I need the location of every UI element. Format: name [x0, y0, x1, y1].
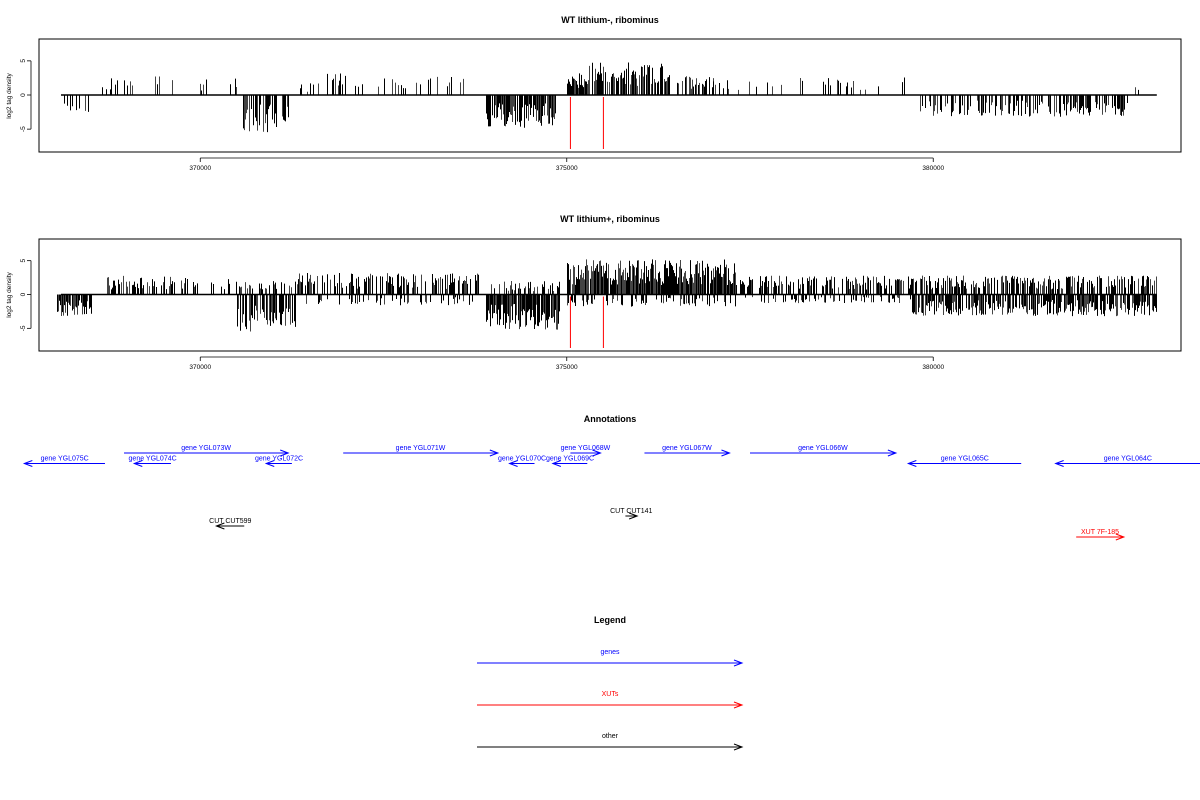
feature-label: XUT 7F-185	[1081, 529, 1119, 536]
x-tick-label: 380000	[922, 364, 944, 371]
arrow-head	[551, 460, 562, 467]
y-tick-label: 5	[20, 59, 27, 63]
feature-label: gene YGL070C	[498, 456, 546, 463]
feature-label: gene YGL068W	[561, 445, 611, 452]
feature-other: CUT CUT141	[610, 508, 652, 520]
feature-other: CUT CUT599	[209, 518, 252, 530]
arrow-head	[733, 659, 744, 667]
legend: Legend genes XUTs other	[477, 615, 744, 751]
legend-title: Legend	[594, 615, 626, 625]
feature-label: gene YGL073W	[181, 445, 231, 452]
arrow-head	[1054, 460, 1064, 467]
arrow-head	[1115, 533, 1126, 541]
axes: 5 0 -5 370000 375000 380000	[20, 258, 944, 371]
panel-title: WT lithium-, ribominus	[561, 15, 659, 25]
legend-label: other	[602, 733, 619, 740]
feature-genes: gene YGL064C	[1054, 456, 1200, 467]
feature-genes: gene YGL065C	[906, 456, 1022, 467]
panel-title: WT lithium+, ribominus	[560, 214, 660, 224]
feature-genes: gene YGL074C	[129, 456, 177, 467]
annotations-track: Annotations gene YGL075C gene YGL074Cgene…	[22, 414, 1200, 541]
feature-xuts: XUT 7F-185	[1076, 529, 1126, 541]
feature-genes: gene YGL066W	[750, 445, 898, 457]
x-tick-label: 375000	[556, 364, 578, 371]
y-tick-label: 0	[20, 93, 27, 97]
coverage-bars	[60, 62, 1157, 149]
arrow-head	[22, 460, 33, 467]
plot-frame	[38, 38, 1182, 153]
feature-genes: gene YGL070C	[498, 456, 546, 467]
feature-label: gene YGL071W	[396, 445, 446, 452]
annotation-features: gene YGL075C gene YGL074C gene YGL073W gene…	[22, 445, 1200, 541]
feature-genes: gene YGL071W	[343, 445, 500, 457]
y-tick-label: -5	[20, 126, 27, 132]
annotations-title: Annotations	[584, 414, 637, 424]
feature-genes: gene YGL075C	[22, 456, 105, 467]
x-tick-label: 375000	[556, 165, 578, 172]
feature-genes: gene YGL069C	[546, 456, 594, 467]
feature-label: gene YGL064C	[1104, 456, 1152, 463]
arrow-head	[733, 743, 744, 751]
feature-label: gene YGL067W	[662, 445, 712, 452]
legend-label: genes	[600, 649, 620, 656]
y-tick-label: 0	[20, 292, 27, 296]
feature-label: gene YGL075C	[41, 456, 89, 463]
feature-label: gene YGL069C	[546, 456, 594, 463]
x-tick-label: 380000	[922, 165, 944, 172]
arrow-head	[489, 449, 500, 457]
legend-item-other: other	[477, 733, 744, 751]
plot-frame	[38, 238, 1182, 352]
arrow-head	[887, 449, 898, 457]
arrow-head	[132, 460, 143, 467]
arrow-head	[280, 449, 290, 457]
feature-genes: gene YGL067W	[644, 445, 731, 457]
feature-label: gene YGL066W	[798, 445, 848, 452]
feature-label: gene YGL072C	[255, 456, 303, 463]
coverage-panel-lithium-plus: WT lithium+, ribominus log2 tag density …	[6, 214, 1182, 371]
coverage-bars	[57, 259, 1157, 348]
legend-item-genes: genes	[477, 649, 744, 667]
y-tick-label: -5	[20, 325, 27, 331]
arrow-head	[508, 460, 518, 467]
feature-genes: gene YGL072C	[255, 456, 303, 467]
arrow-head	[264, 460, 275, 467]
coverage-panel-lithium-minus: WT lithium-, ribominus log2 tag density …	[6, 15, 1182, 172]
legend-label: XUTs	[602, 691, 619, 698]
axes: 5 0 -5 370000 375000 380000	[20, 59, 944, 172]
arrow-head	[592, 449, 602, 457]
x-tick-label: 370000	[189, 165, 211, 172]
arrow-head	[721, 449, 731, 457]
arrow-head	[733, 701, 744, 709]
legend-items: genes XUTs other	[477, 649, 744, 751]
feature-label: CUT CUT141	[610, 508, 652, 515]
y-axis-label: log2 tag density	[6, 271, 13, 317]
y-tick-label: 5	[20, 258, 27, 262]
feature-genes: gene YGL073W	[124, 445, 290, 457]
x-tick-label: 370000	[189, 364, 211, 371]
arrow-head	[214, 522, 225, 530]
arrow-head	[906, 460, 917, 467]
arrow-head	[628, 512, 639, 520]
feature-label: CUT CUT599	[209, 518, 251, 525]
feature-label: gene YGL065C	[941, 456, 989, 463]
legend-item-xuts: XUTs	[477, 691, 744, 709]
y-axis-label: log2 tag density	[6, 72, 13, 118]
feature-label: gene YGL074C	[129, 456, 177, 463]
feature-genes: gene YGL068W	[561, 445, 611, 457]
